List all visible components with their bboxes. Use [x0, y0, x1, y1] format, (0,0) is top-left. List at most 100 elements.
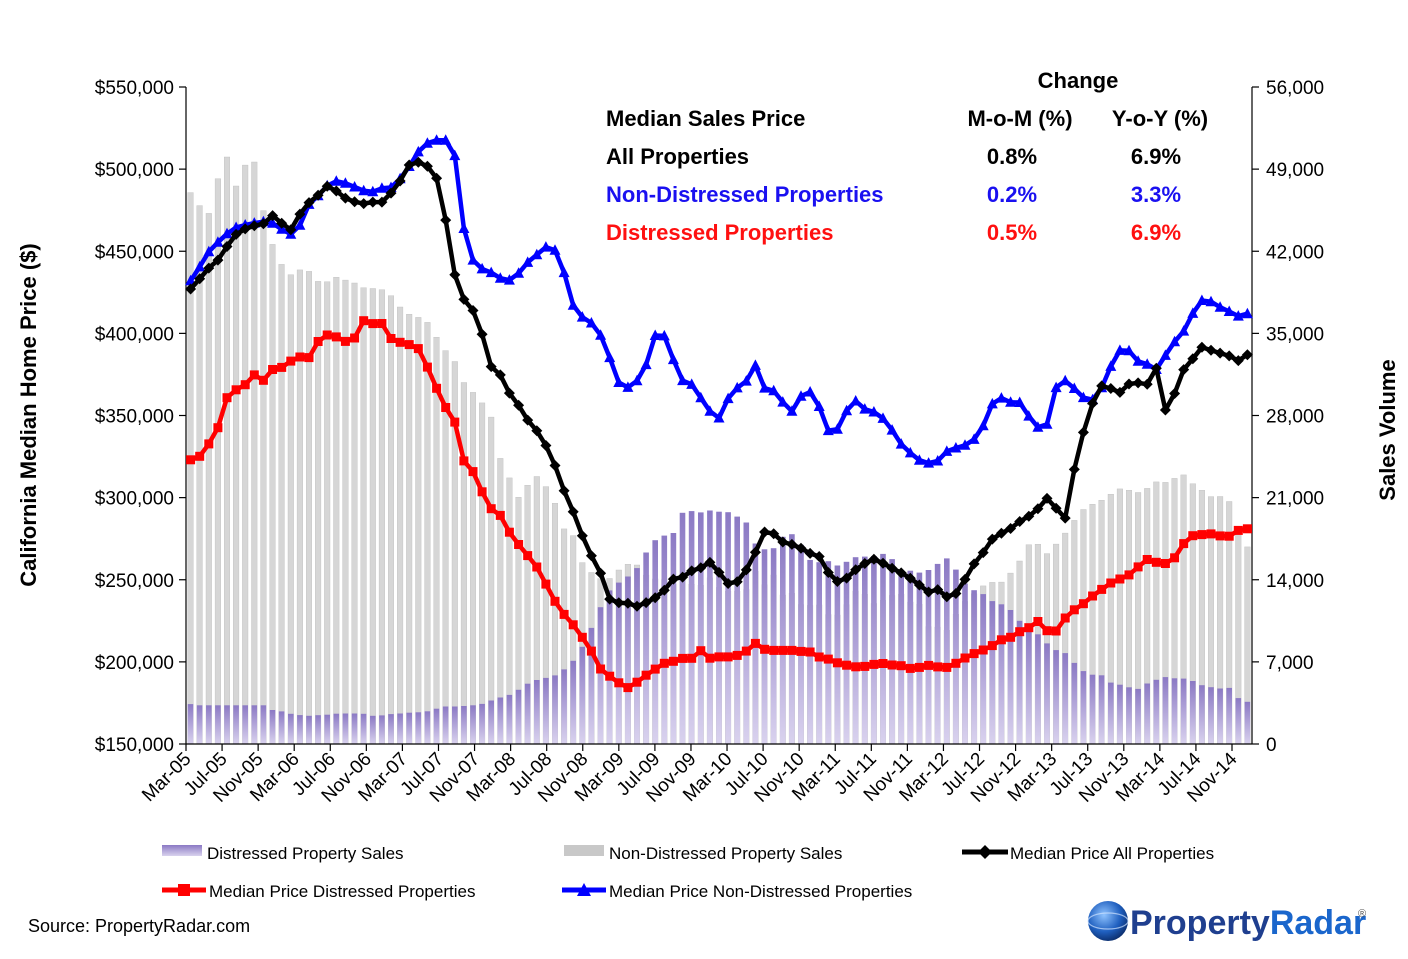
bar-distressed-sales [1080, 671, 1087, 744]
bar-nondistressed-sales [333, 277, 340, 745]
marker-all [485, 361, 497, 373]
bar-distressed-sales [1126, 687, 1132, 744]
bar-nondistressed-sales [388, 295, 395, 745]
marker-all [257, 218, 269, 230]
marker-distressed [1051, 626, 1061, 636]
bar-distressed-sales [643, 552, 649, 744]
marker-all [777, 536, 789, 548]
marker-distressed [823, 654, 833, 664]
marker-all [686, 565, 698, 577]
marker-nondistressed [1159, 349, 1171, 360]
legend-marker-nondistressed [577, 883, 591, 896]
marker-distressed [577, 632, 587, 642]
marker-nondistressed [1123, 344, 1135, 356]
marker-nondistressed [1141, 358, 1153, 369]
marker-all [476, 328, 488, 340]
marker-distressed [605, 671, 615, 681]
marker-distressed [441, 403, 451, 412]
right-tick-label: 42,000 [1266, 242, 1324, 263]
marker-nondistressed [895, 438, 907, 449]
marker-distressed [377, 319, 387, 328]
bar-nondistressed-sales [433, 337, 440, 745]
marker-all [959, 573, 971, 585]
table-col-yoy: Y-o-Y (%) [1112, 106, 1208, 131]
bar-distressed-sales [297, 715, 303, 744]
bar-nondistressed-sales [196, 205, 203, 745]
marker-nondistressed [212, 236, 224, 247]
marker-nondistressed [203, 245, 215, 257]
marker-distressed [504, 527, 514, 537]
legend-label-all: Median Price All Properties [1010, 844, 1214, 863]
marker-all [713, 566, 725, 578]
bar-nondistressed-sales [415, 317, 422, 745]
marker-nondistressed [622, 381, 634, 392]
marker-nondistressed [1023, 410, 1035, 421]
marker-all [950, 588, 962, 599]
marker-distressed [933, 662, 943, 672]
table-row-yoy: 6.9% [1131, 144, 1181, 169]
left-tick-label: $500,000 [95, 160, 174, 181]
marker-distressed [1115, 574, 1125, 584]
bar-distressed-sales [980, 594, 986, 744]
bar-distressed-sales [388, 714, 394, 744]
bar-distressed-sales [543, 677, 549, 744]
marker-all [622, 597, 634, 609]
bar-distressed-sales [470, 705, 476, 744]
bar-distressed-sales [780, 536, 786, 744]
marker-distressed [1233, 525, 1243, 535]
brand-text: PropertyRadar [1130, 904, 1366, 942]
marker-all [267, 210, 279, 222]
bar-nondistressed-sales [479, 402, 486, 745]
bar-distressed-sales [834, 565, 841, 744]
marker-distressed [641, 670, 651, 680]
legend-label-nondistressed: Median Price Non-Distressed Properties [609, 882, 912, 901]
bar-distressed-sales [242, 705, 248, 744]
marker-distressed [450, 417, 460, 427]
marker-distressed [195, 451, 205, 461]
marker-nondistressed [503, 274, 515, 285]
marker-distressed [286, 356, 296, 366]
marker-distressed [1179, 539, 1189, 549]
marker-distressed [668, 656, 678, 666]
marker-distressed [486, 504, 496, 514]
marker-all [376, 196, 388, 208]
legend-label-distressed: Median Price Distressed Properties [209, 882, 475, 901]
marker-all [986, 533, 998, 545]
marker-nondistressed [959, 439, 971, 450]
bar-distressed-sales [506, 694, 513, 744]
marker-nondistressed [1178, 325, 1190, 336]
bar-nondistressed-sales [260, 210, 267, 745]
left-tick-label: $200,000 [95, 653, 174, 674]
marker-nondistressed [339, 177, 351, 188]
marker-distressed [359, 316, 369, 326]
marker-distressed [550, 596, 560, 606]
marker-nondistressed [1077, 391, 1089, 403]
table-row-label: Distressed Properties [606, 220, 833, 245]
bar-distressed-sales [1035, 634, 1041, 744]
legend-swatch-distressed-sales [162, 845, 202, 856]
marker-nondistressed [1169, 335, 1181, 347]
bar-distressed-sales [488, 700, 494, 744]
marker-all [677, 571, 689, 583]
table-row-mom: 0.8% [987, 144, 1037, 169]
bar-nondistressed-sales [351, 282, 358, 745]
table-row-mom: 0.5% [987, 220, 1037, 245]
marker-all [595, 567, 607, 579]
marker-distressed [477, 487, 487, 497]
marker-distressed [268, 365, 278, 374]
marker-nondistressed [449, 149, 461, 161]
right-tick-label: 56,000 [1266, 78, 1324, 99]
marker-all [1023, 510, 1035, 522]
marker-all [1105, 383, 1117, 394]
marker-distressed [495, 510, 505, 520]
marker-distressed [240, 380, 250, 390]
bar-distressed-sales [1007, 610, 1014, 744]
marker-distressed [623, 683, 633, 693]
marker-nondistressed [1214, 301, 1226, 312]
marker-nondistressed [631, 374, 643, 386]
marker-distressed [313, 337, 323, 346]
left-tick-label: $400,000 [95, 324, 174, 345]
marker-nondistressed [841, 404, 853, 416]
left-tick-label: $300,000 [95, 489, 174, 510]
marker-all [658, 584, 670, 596]
